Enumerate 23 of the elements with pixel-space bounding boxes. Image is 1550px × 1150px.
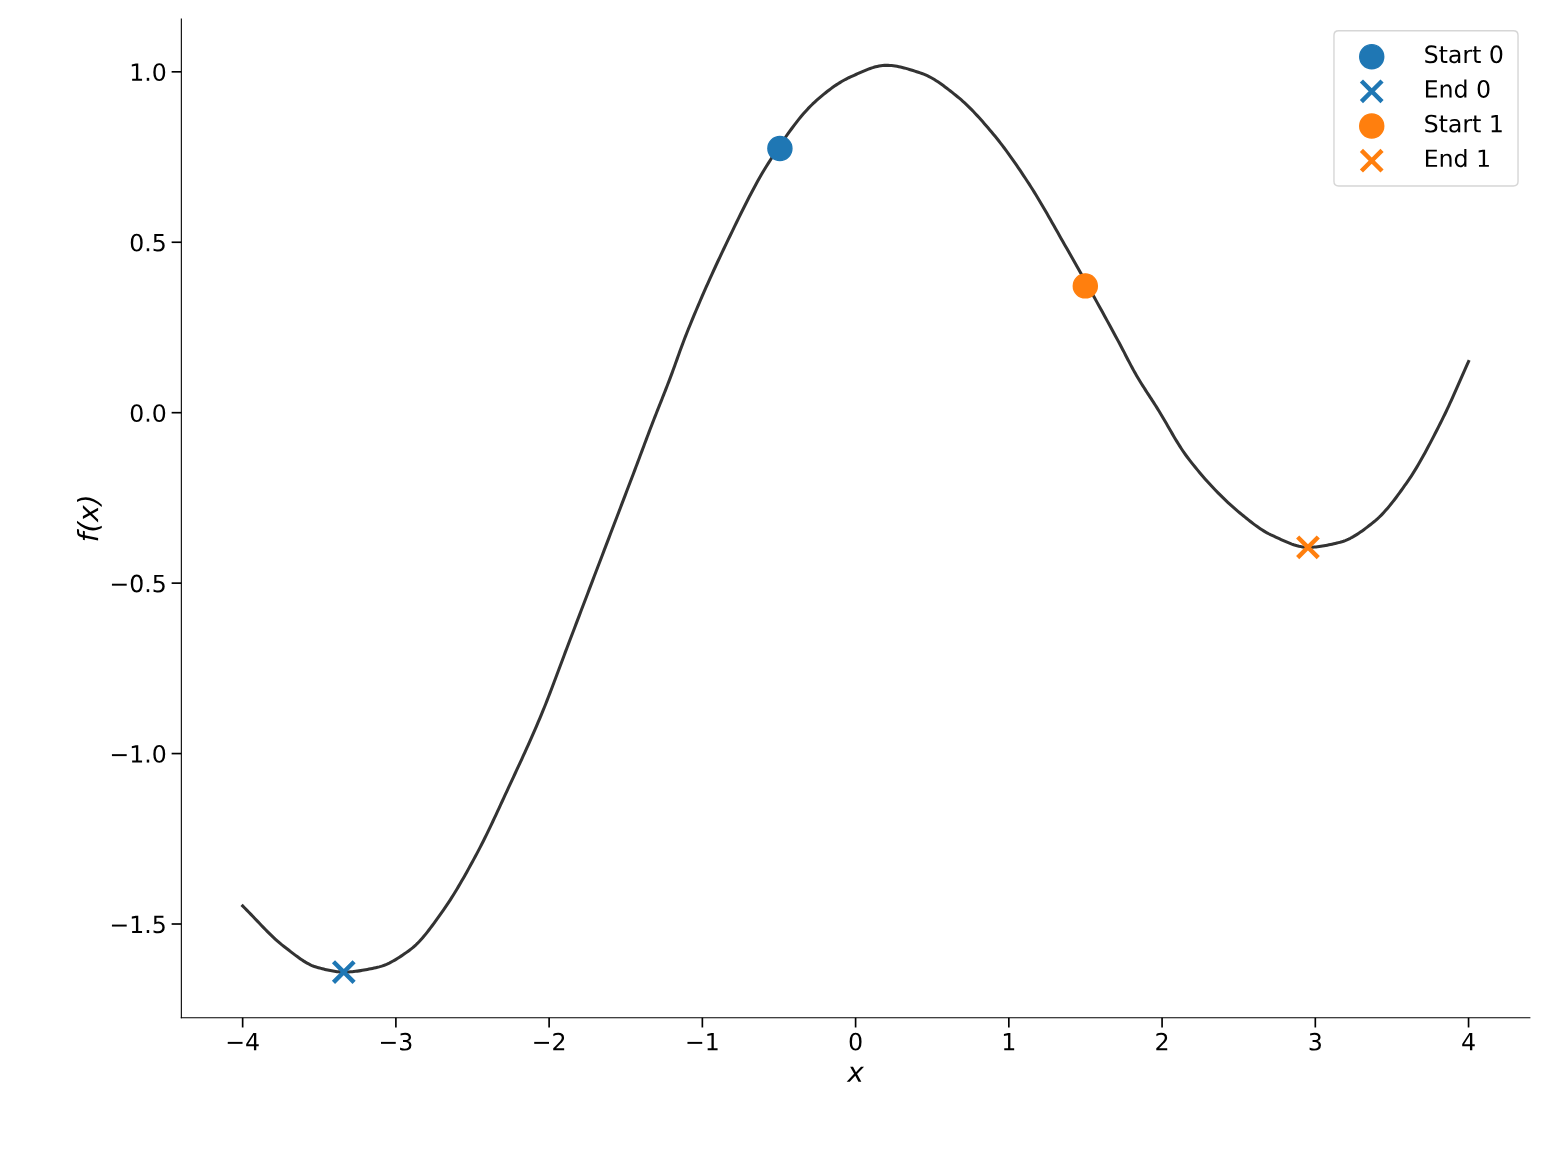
y-tick-label: 0.0 (130, 404, 166, 422)
legend-label: End 0 (1425, 79, 1490, 98)
point (767, 135, 793, 162)
point (1072, 273, 1099, 299)
x-tick-label: −3 (380, 1032, 412, 1051)
y-tick-label: −1.0 (111, 745, 166, 763)
y-tick-label: 0.5 (130, 233, 165, 252)
x-tick-label: −1 (687, 1033, 718, 1051)
x-tick-label: 0 (849, 1032, 862, 1051)
x-tick-label: 1 (1003, 1033, 1015, 1051)
x-axis-title: x (846, 1066, 865, 1082)
x-tick-label: 3 (1309, 1032, 1321, 1051)
x-tick-label: −2 (534, 1032, 565, 1051)
x-tick-label: 4 (1462, 1033, 1475, 1051)
y-tick-label: 1.0 (131, 63, 166, 82)
x-tick-label: −4 (227, 1033, 259, 1051)
legend-label: Start 0 (1425, 45, 1503, 64)
y-axis-title: f(x) (76, 497, 102, 541)
y-tick-label: −1.5 (111, 915, 165, 934)
x-tick-label: 2 (1156, 1032, 1168, 1051)
y-tick-label: −0.5 (111, 574, 165, 593)
legend-label: Start 1 (1425, 114, 1502, 133)
legend-label: End 1 (1425, 148, 1489, 168)
